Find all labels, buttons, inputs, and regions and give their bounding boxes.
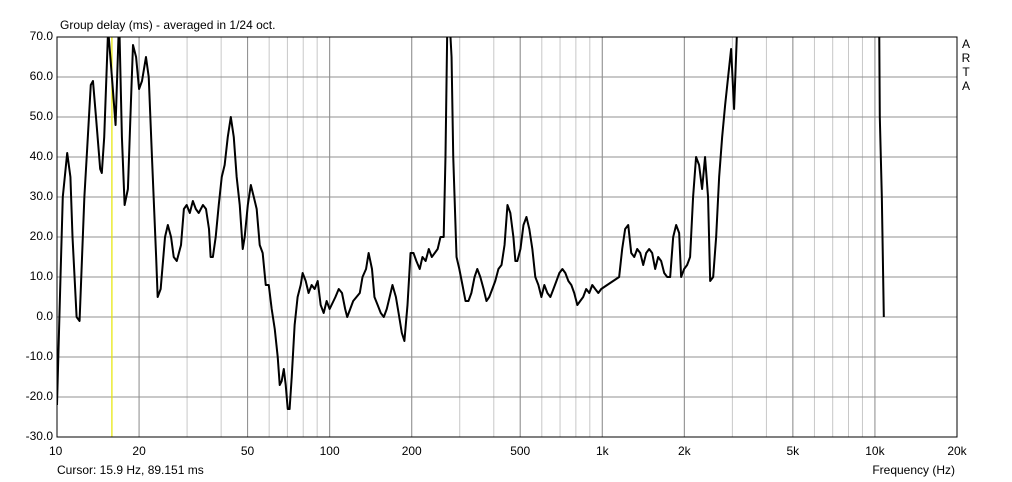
brand-letter: A [962, 79, 970, 93]
x-tick-label: 20k [947, 444, 967, 458]
y-tick-label: -30.0 [26, 429, 54, 443]
x-tick-label: 50 [241, 444, 255, 458]
x-axis-label: Frequency (Hz) [872, 463, 955, 477]
y-tick-label: 70.0 [30, 29, 54, 43]
y-tick-label: 20.0 [30, 229, 54, 243]
x-tick-label: 10 [49, 444, 63, 458]
y-tick-label: -20.0 [26, 389, 54, 403]
y-tick-label: 60.0 [30, 69, 54, 83]
x-tick-label: 100 [320, 444, 340, 458]
cursor-readout: Cursor: 15.9 Hz, 89.151 ms [57, 463, 204, 477]
brand-letter: A [962, 37, 970, 51]
x-tick-label: 5k [787, 444, 801, 458]
brand-letter: R [962, 51, 971, 65]
x-tick-label: 10k [865, 444, 885, 458]
y-tick-label: 30.0 [30, 189, 54, 203]
plot-frame [56, 36, 958, 438]
y-tick-label: 50.0 [30, 109, 54, 123]
x-tick-label: 500 [510, 444, 530, 458]
chart-title: Group delay (ms) - averaged in 1/24 oct. [60, 18, 275, 32]
x-tick-label: 2k [678, 444, 692, 458]
y-tick-label: 10.0 [30, 269, 54, 283]
y-tick-label: -10.0 [26, 349, 54, 363]
marks [57, 37, 885, 437]
x-tick-label: 200 [402, 444, 422, 458]
x-tick-label: 20 [132, 444, 146, 458]
y-tick-label: 40.0 [30, 149, 54, 163]
y-tick-label: 0.0 [36, 309, 53, 323]
series-line [878, 37, 885, 318]
series-line [57, 37, 738, 410]
brand-letter: T [962, 65, 970, 79]
grid [56, 36, 958, 438]
x-tick-label: 1k [596, 444, 610, 458]
